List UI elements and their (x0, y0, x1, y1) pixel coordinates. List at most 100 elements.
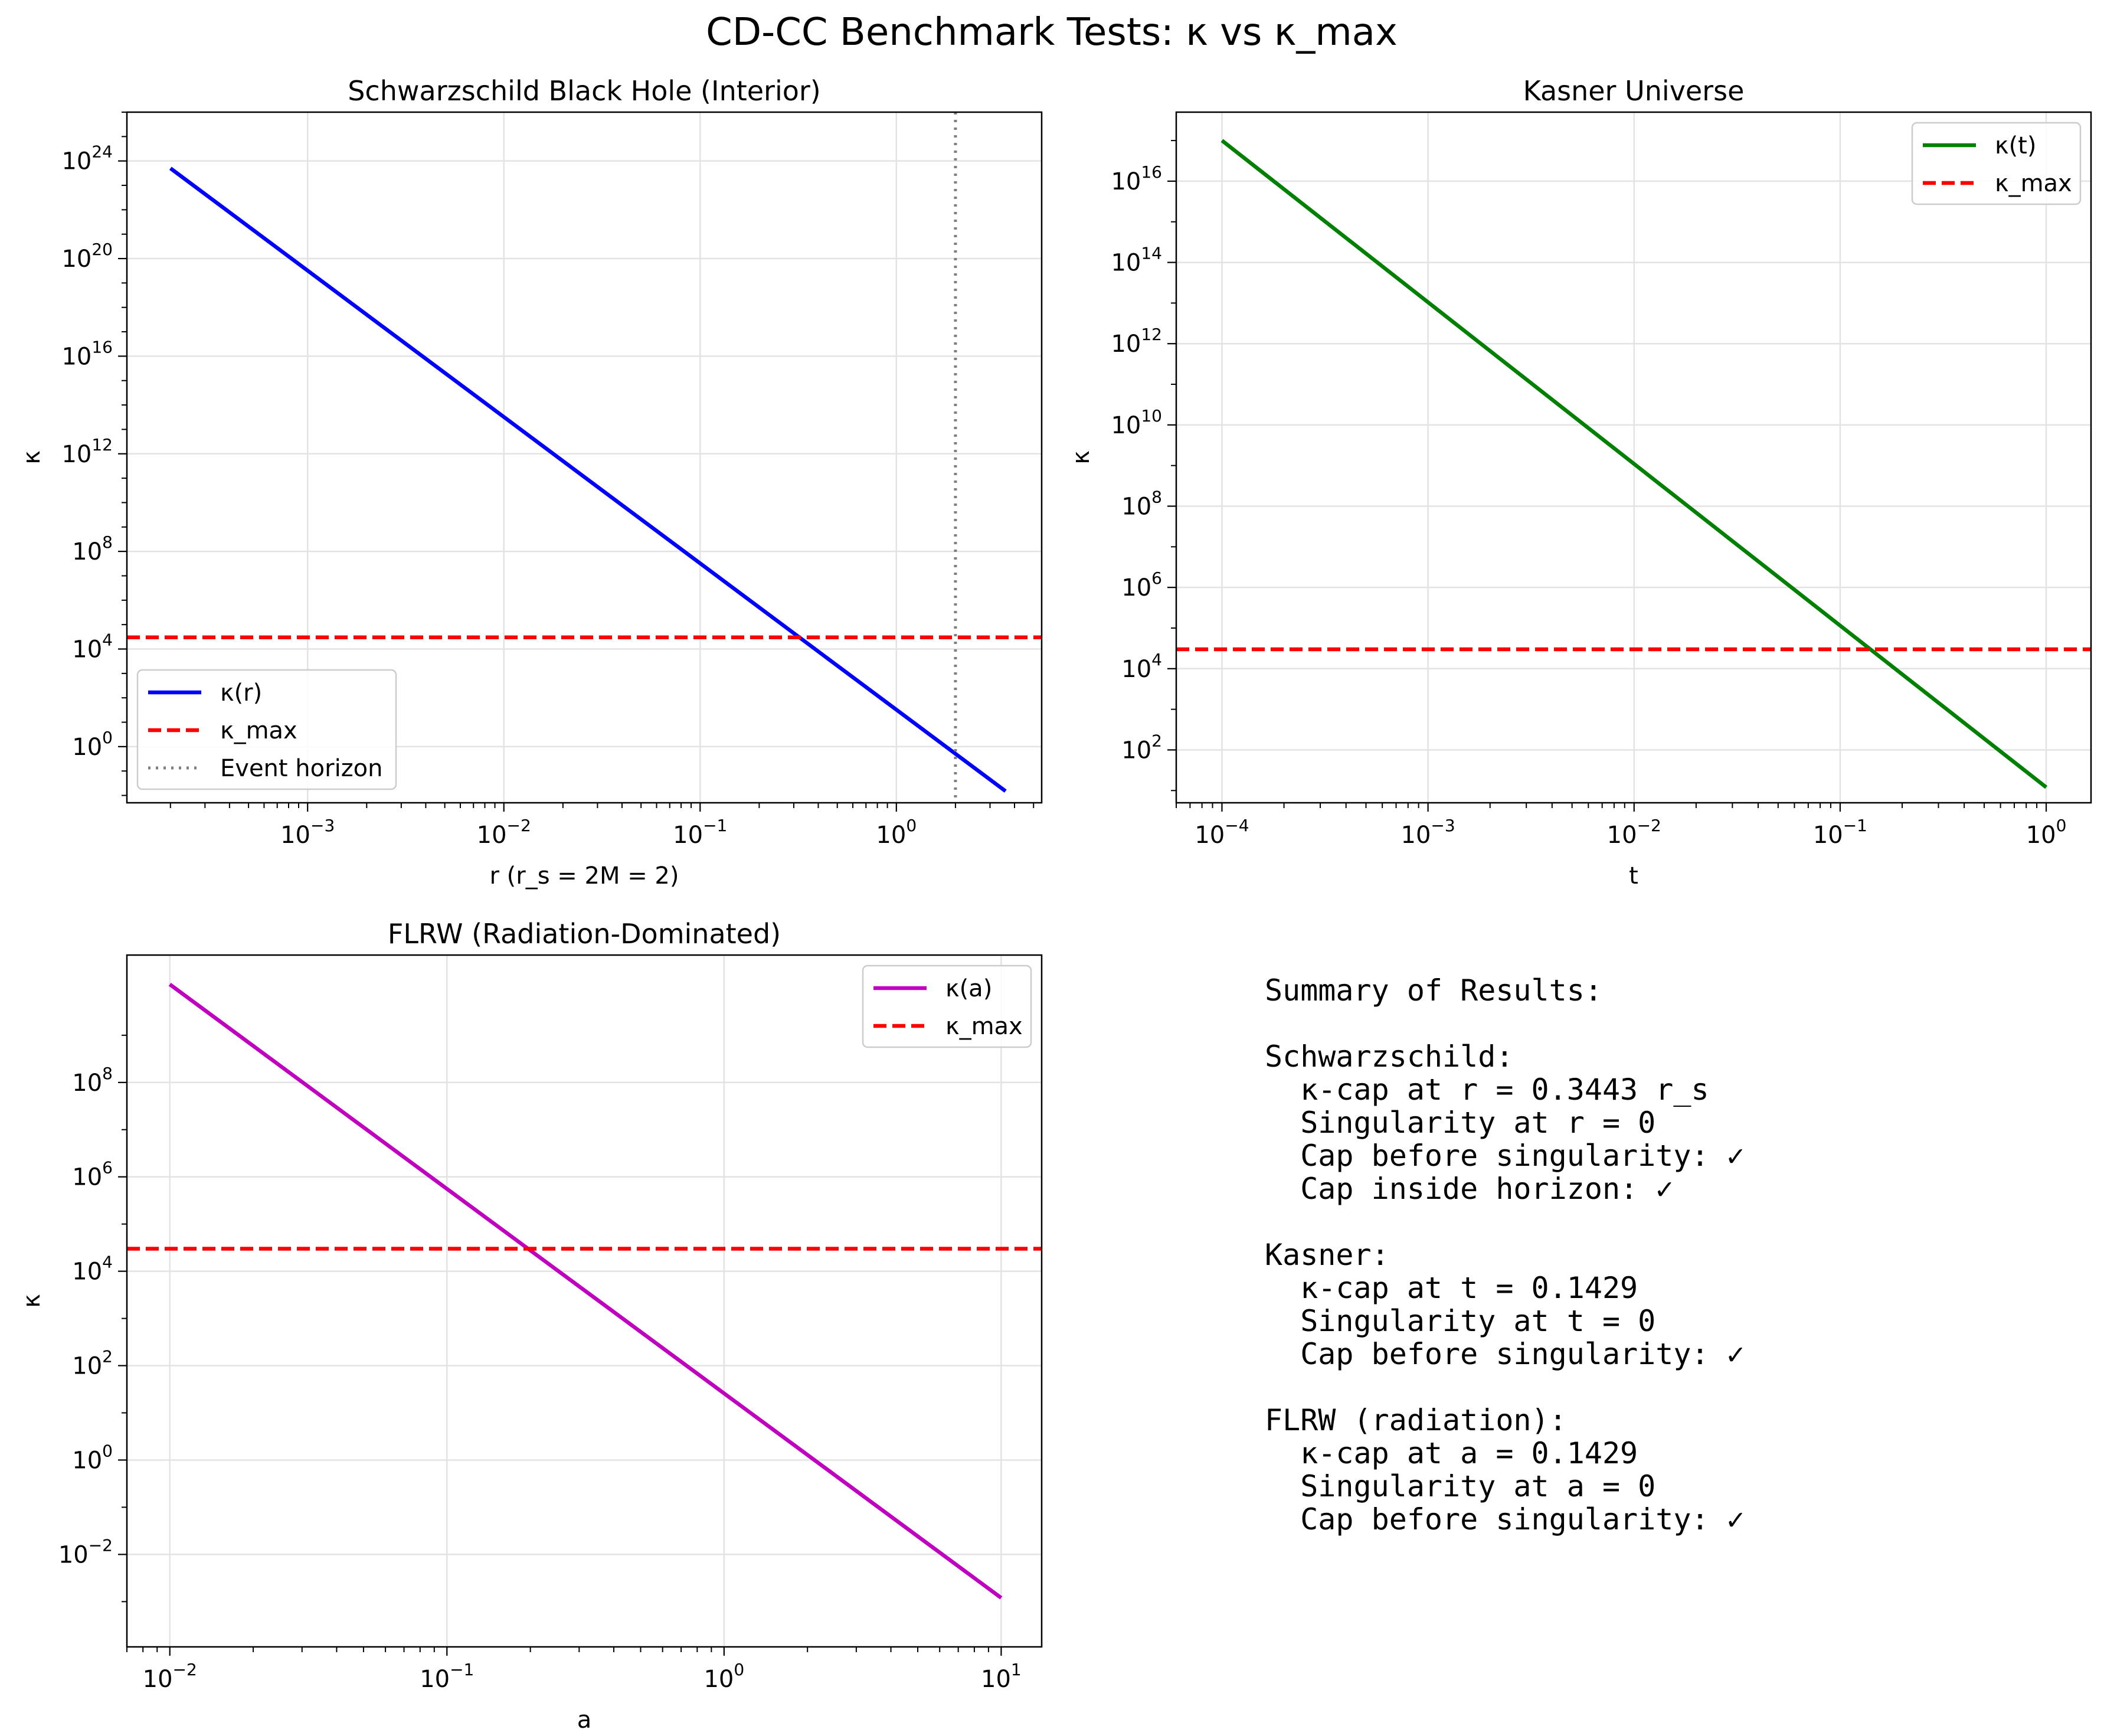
tick-exponent: 4 (102, 1253, 113, 1272)
tick-base: 10 (61, 343, 91, 370)
tick-exponent: 24 (91, 142, 113, 162)
tick-base: 10 (1111, 168, 1141, 195)
chart-panel-2: 10−4 10−3 10−2 10−1 100102104106108101010121… (1068, 75, 2092, 890)
kappa-series-line (1220, 139, 2048, 789)
tick-exponent: −2 (507, 816, 531, 835)
tick-exponent: 4 (102, 630, 113, 650)
summary-line: Cap before singularity: ✓ (1265, 1139, 1745, 1173)
x-tick-label: 10−1 (673, 816, 727, 849)
tick-exponent: 6 (1151, 568, 1162, 588)
kappa-series-line (168, 982, 1003, 1600)
tick-exponent: −2 (1637, 816, 1661, 835)
tick-exponent: 12 (1141, 325, 1162, 344)
tick-exponent: 16 (1141, 162, 1162, 182)
tick-base: 10 (1111, 250, 1141, 277)
tick-exponent: 0 (102, 728, 113, 747)
summary-line: FLRW (radiation): (1265, 1403, 1567, 1437)
summary-line (1265, 1007, 1745, 1040)
x-tick-label: 10−2 (143, 1660, 197, 1693)
summary-line: Kasner: (1265, 1238, 1389, 1272)
kappa-series-line (169, 166, 1007, 793)
tick-exponent: 8 (102, 532, 113, 552)
tick-exponent: 0 (2056, 816, 2067, 835)
y-tick-label: 104 (72, 630, 113, 663)
chart-title: FLRW (Radiation-Dominated) (388, 918, 781, 950)
summary-text: Summary of Results: Schwarzschild: κ-cap… (1265, 974, 1745, 1536)
legend-label: κ_max (945, 1013, 1023, 1040)
tick-exponent: 0 (102, 1441, 113, 1460)
y-tick-label: 102 (1121, 731, 1162, 764)
y-tick-label: 104 (1121, 650, 1162, 683)
chart-title: Kasner Universe (1523, 75, 1745, 107)
tick-base: 10 (1195, 822, 1225, 849)
tick-base: 10 (72, 1447, 102, 1474)
y-tick-label: 1016 (1111, 162, 1162, 195)
y-tick-label: 108 (72, 532, 113, 565)
tick-exponent: 12 (91, 435, 113, 455)
summary-line: κ-cap at r = 0.3443 r_s (1265, 1073, 1709, 1107)
tick-exponent: −4 (1225, 816, 1249, 835)
x-tick-label: 100 (703, 1660, 744, 1693)
y-tick-label: 108 (72, 1064, 113, 1097)
tick-base: 10 (72, 538, 102, 565)
plot-area (127, 982, 1042, 1600)
tick-base: 10 (72, 1164, 102, 1191)
tick-base: 10 (477, 822, 507, 849)
tick-base: 10 (1121, 574, 1151, 601)
tick-exponent: −2 (173, 1660, 197, 1679)
tick-exponent: −3 (1431, 816, 1455, 835)
x-tick-label: 10−4 (1195, 816, 1249, 849)
tick-base: 10 (280, 822, 310, 849)
chart-panel-1: 10−3 10−2 10−1 1001001041081012101610201024… (18, 75, 1043, 890)
y-tick-label: 1014 (1111, 244, 1162, 277)
x-tick-label: 100 (2026, 816, 2067, 849)
y-tick-label: 100 (72, 728, 113, 761)
tick-base: 10 (72, 1258, 102, 1286)
legend-label: κ_max (1995, 170, 2072, 197)
tick-base: 10 (420, 1666, 450, 1693)
legend: κ(r) κ_max Event horizon (136, 669, 397, 790)
axes-frame (126, 111, 1043, 804)
tick-exponent: −1 (450, 1660, 474, 1679)
tick-exponent: 0 (734, 1660, 744, 1679)
plot-area (1176, 139, 2091, 789)
legend: κ(a) κ_max (862, 965, 1032, 1048)
x-axis-label: a (577, 1706, 592, 1734)
x-tick-label: 100 (876, 816, 917, 849)
chart-title: Schwarzschild Black Hole (Interior) (348, 75, 821, 107)
tick-exponent: 2 (102, 1347, 113, 1366)
y-tick-label: 1020 (61, 240, 113, 273)
tick-base: 10 (1121, 737, 1151, 764)
legend: κ(t) κ_max (1911, 122, 2082, 205)
y-tick-label: 1012 (61, 435, 113, 468)
x-tick-label: 10−3 (280, 816, 335, 849)
tick-base: 10 (72, 636, 102, 663)
tick-base: 10 (143, 1666, 173, 1693)
summary-line: Singularity at a = 0 (1265, 1469, 1656, 1503)
tick-exponent: 8 (102, 1064, 113, 1083)
x-tick-label: 10−3 (1401, 816, 1455, 849)
y-tick-label: 106 (72, 1158, 113, 1191)
y-tick-label: 104 (72, 1253, 113, 1286)
tick-exponent: 4 (1151, 650, 1162, 669)
y-axis-label: κ (18, 450, 45, 465)
tick-exponent: 0 (906, 816, 917, 835)
summary-line: Summary of Results: (1265, 973, 1602, 1008)
x-tick-label: 101 (981, 1660, 1022, 1693)
tick-exponent: 14 (1141, 244, 1162, 263)
tick-base: 10 (72, 734, 102, 761)
y-tick-label: 1012 (1111, 325, 1162, 358)
y-tick-label: 100 (72, 1441, 113, 1474)
tick-exponent: −2 (89, 1535, 113, 1555)
y-tick-label: 106 (1121, 568, 1162, 601)
legend-box (136, 669, 397, 790)
tick-base: 10 (673, 822, 703, 849)
y-axis-label: κ (18, 1294, 45, 1308)
legend-label: κ(r) (220, 679, 262, 707)
axes-frame (1175, 111, 2092, 804)
tick-base: 10 (1111, 331, 1141, 358)
tick-base: 10 (1607, 822, 1637, 849)
plot-area (127, 112, 1042, 803)
tick-base: 10 (61, 246, 91, 273)
tick-exponent: 20 (91, 240, 113, 259)
